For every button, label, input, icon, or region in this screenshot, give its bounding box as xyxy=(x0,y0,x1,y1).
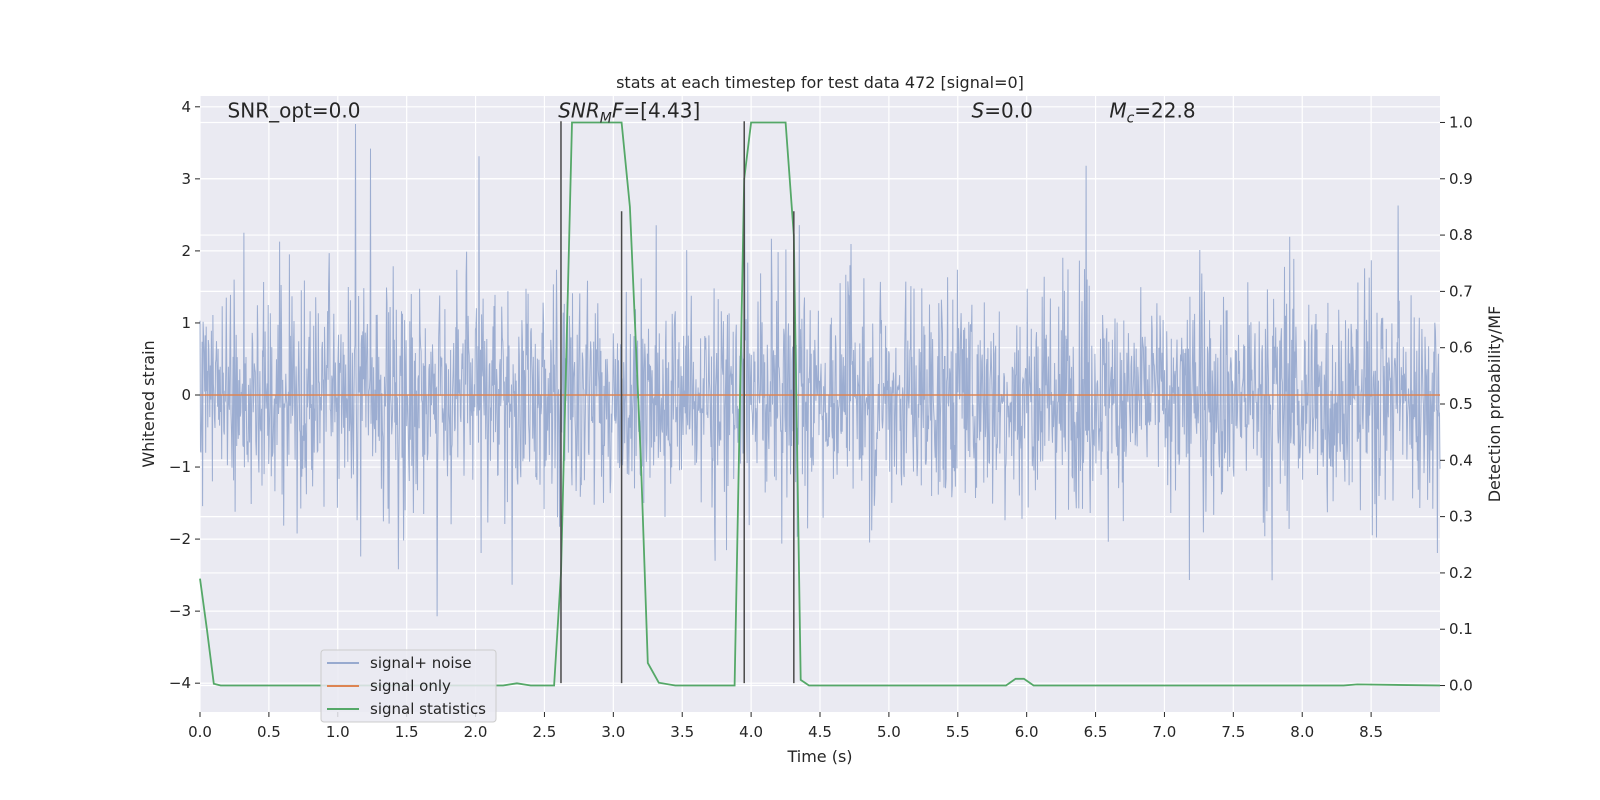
x-tick-label: 8.5 xyxy=(1359,723,1383,741)
x-tick-label: 6.0 xyxy=(1015,723,1039,741)
legend-label-signal-statistics: signal statistics xyxy=(370,700,486,718)
annotation: SNR_opt=0.0 xyxy=(228,99,361,123)
y2-tick-label: 0.6 xyxy=(1449,339,1473,357)
annotations: SNR_opt=0.0 SNRMF=[4.43] S=0.0 Mc=22.8 xyxy=(228,99,1196,127)
chart-title: stats at each timestep for test data 472… xyxy=(616,73,1024,92)
y2-tick-label: 0.2 xyxy=(1449,564,1473,582)
x-tick-label: 2.0 xyxy=(464,723,488,741)
signal-noise-line xyxy=(199,123,1441,617)
legend-box xyxy=(320,649,497,723)
x-tick-label: 5.5 xyxy=(946,723,970,741)
legend-label-signal-only: signal only xyxy=(370,677,451,695)
x-tick-label: 4.0 xyxy=(739,723,763,741)
y-tick-label: 4 xyxy=(181,98,191,116)
y2-tick-label: 0.8 xyxy=(1449,226,1473,244)
x-tick-label: 4.5 xyxy=(808,723,832,741)
y-tick-label: 1 xyxy=(181,314,191,332)
x-tick-label: 3.5 xyxy=(670,723,694,741)
series-signal-noise xyxy=(199,123,1441,617)
y2-tick-label: 0.7 xyxy=(1449,282,1473,300)
x-tick-label: 8.0 xyxy=(1290,723,1314,741)
y-tick-label: 3 xyxy=(181,170,191,188)
y-axis-label: Whitened strain xyxy=(139,340,158,467)
y2-tick-label: 0.5 xyxy=(1449,395,1473,413)
y-tick-label: −2 xyxy=(169,530,191,548)
annotation: Mc=22.8 xyxy=(1109,99,1195,127)
annotation: SNRMF=[4.43] xyxy=(558,99,700,127)
legend-label-signal-noise: signal+ noise xyxy=(370,654,472,672)
x-tick-label: 1.5 xyxy=(395,723,419,741)
y-tick-label: −3 xyxy=(169,602,191,620)
x-tick-label: 0.0 xyxy=(188,723,212,741)
legend: signal+ noise signal only signal statist… xyxy=(320,649,497,723)
vertical-markers xyxy=(560,121,795,684)
y2-tick-label: 1.0 xyxy=(1449,113,1473,131)
y2-tick-label: 0.0 xyxy=(1449,677,1473,695)
y-tick-label: −4 xyxy=(169,674,191,692)
y-tick-label: 2 xyxy=(181,242,191,260)
x-tick-label: 5.0 xyxy=(877,723,901,741)
y-tick-label: −1 xyxy=(169,458,191,476)
y2-tick-label: 0.1 xyxy=(1449,620,1473,638)
signal-statistics-line xyxy=(199,121,1441,687)
y2-tick-label: 0.4 xyxy=(1449,451,1473,469)
y2-axis-label: Detection probability/MF xyxy=(1485,306,1504,503)
x-tick-label: 7.5 xyxy=(1221,723,1245,741)
x-tick-label: 7.0 xyxy=(1153,723,1177,741)
x-tick-label: 0.5 xyxy=(257,723,281,741)
x-tick-label: 3.0 xyxy=(601,723,625,741)
x-tick-label: 1.0 xyxy=(326,723,350,741)
x-axis: 0.0 0.5 1.0 1.5 2.0 2.5 3.0 3.5 4.0 4.5 5.0 5.5 6.0 6… xyxy=(188,712,1383,741)
y-tick-label: 0 xyxy=(181,386,191,404)
y-axis-right: 0.0 0.1 0.2 0.3 0.4 0.5 0.6 0.7 0.8 0.9 1.0 xyxy=(1440,113,1473,695)
y-axis-left: −4 −3 −2 −1 0 1 2 3 4 xyxy=(169,98,200,692)
series-lines xyxy=(199,121,1441,687)
y2-tick-label: 0.3 xyxy=(1449,508,1473,526)
annotation: S=0.0 xyxy=(972,99,1033,123)
x-tick-label: 6.5 xyxy=(1084,723,1108,741)
y2-tick-label: 0.9 xyxy=(1449,170,1473,188)
x-tick-label: 2.5 xyxy=(533,723,557,741)
x-axis-label: Time (s) xyxy=(786,747,852,766)
